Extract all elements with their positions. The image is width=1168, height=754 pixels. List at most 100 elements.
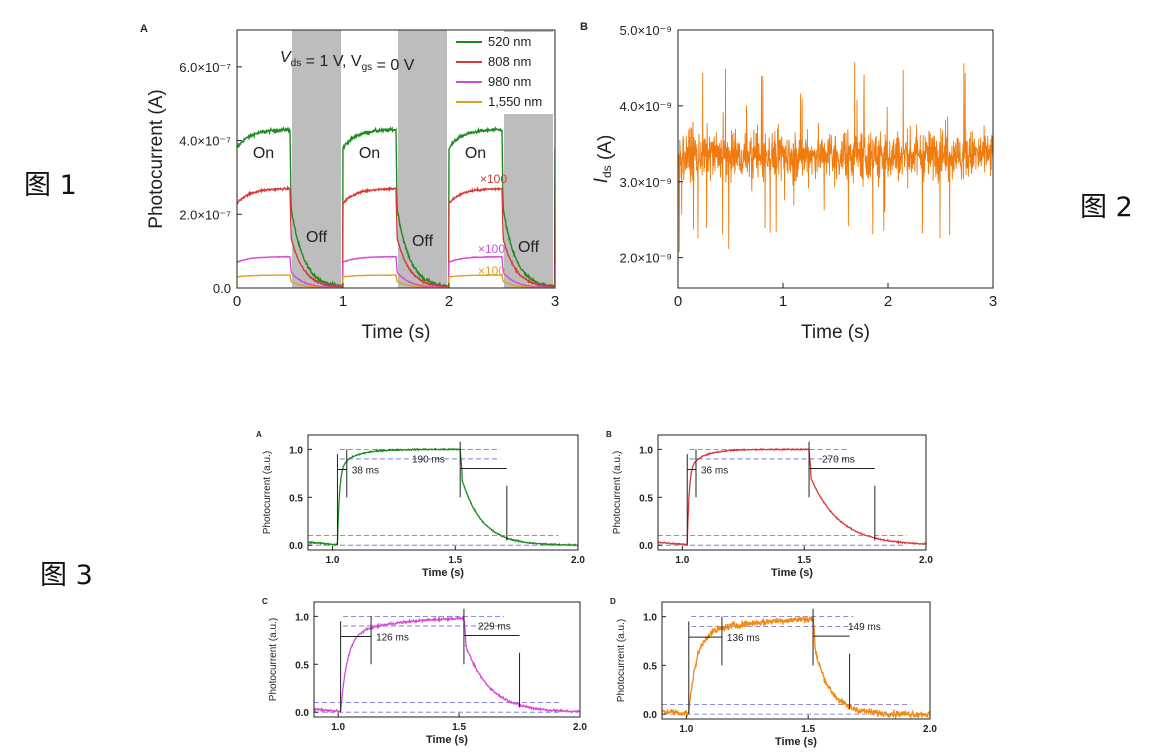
x-tick-label: 1 [339,293,347,310]
y-tick-label: 0.5 [289,493,303,504]
series-line [662,615,930,719]
chart-3b: 36 ms 270 ms 1.0 1.5 2.0 0.0 0.5 1.0 Time (s) Pho… [606,430,933,579]
y-tick-label: 2.0×10⁻⁷ [179,207,231,222]
off-label: Off [306,229,328,246]
y-tick-label: 0.5 [295,660,309,671]
axes-frame [657,434,927,551]
figure-label-3: 图 3 [40,560,93,591]
y-tick-label: 6.0×10⁻⁷ [179,60,231,75]
x-tick-label: 1.5 [797,555,811,566]
y-axis-label: Photocurrent (A) [146,89,167,228]
figure-label-1: 图 1 [24,170,77,201]
axes-frame [236,29,556,289]
legend-entry: 808 nm [488,54,531,69]
x-tick-label: 1.0 [675,555,689,566]
axes-frame [677,29,994,289]
legend-box [452,32,554,114]
panel-label: D [610,597,616,606]
multiplier-label: ×100 [478,264,505,278]
x-tick-label: 2.0 [573,722,587,733]
axes-frame [661,601,931,720]
chart-3d: 136 ms 149 ms 1.0 1.5 2.0 0.0 0.5 1.0 Time (s) Ph… [610,597,937,748]
y-axis-label: Photocurrent (a.u.) [616,619,627,702]
y-tick-label: 4.0×10⁻⁷ [179,134,231,149]
panel-label: C [262,597,268,606]
x-axis-label: Time (s) [775,736,817,748]
y-tick-label: 0.0 [639,541,653,552]
x-tick-label: 1 [779,293,787,310]
x-tick-label: 1.0 [331,722,345,733]
y-tick-label: 5.0×10⁻⁹ [619,23,672,38]
legend-entry: 520 nm [488,34,531,49]
fall-time-label: 229 ms [478,622,511,633]
fall-time-label: 149 ms [848,622,881,633]
y-tick-label: 0.5 [643,661,657,672]
on-label: On [253,145,274,162]
x-tick-label: 2.0 [923,724,937,735]
on-label: On [465,145,486,162]
fall-time-label: 190 ms [412,455,445,466]
x-axis-label: Time (s) [801,322,870,343]
x-tick-label: 1.5 [448,555,462,566]
panel-label: A [256,430,262,439]
series-line [237,125,555,288]
x-tick-label: 3 [989,293,997,310]
legend-entry: 1,550 nm [488,94,542,109]
y-tick-label: 1.0 [643,613,657,624]
y-axis-label: Photocurrent (a.u.) [262,451,273,534]
x-tick-label: 2 [445,293,453,310]
x-axis-label: Time (s) [426,734,468,746]
off-region [398,30,447,288]
x-axis-label: Time (s) [422,567,464,579]
y-tick-label: 4.0×10⁻⁹ [619,99,672,114]
x-tick-label: 1.5 [801,724,815,735]
rise-time-label: 126 ms [376,633,409,644]
x-tick-label: 2.0 [919,555,933,566]
multiplier-label: ×100 [480,172,507,186]
axes-frame [307,434,579,551]
panel-label: A [140,23,148,35]
x-tick-label: 0 [233,293,241,310]
x-tick-label: 2.0 [571,555,585,566]
chart-3a: 38 ms 190 ms 1.0 1.5 2.0 0.0 0.5 1.0 Time (s) Pho… [256,430,585,579]
y-axis-label: Photocurrent (a.u.) [268,618,279,701]
legend-entry: 980 nm [488,74,531,89]
series-group [237,125,555,288]
y-axis-label: Ids (A) [591,135,616,184]
panel-label: B [580,21,588,33]
x-axis-label: Time (s) [362,322,431,343]
chart-1a: 0 1 2 3 0.0 2.0×10⁻⁷ 4.0×10⁻⁷ 6.0×10⁻⁷ Time (s) P… [140,23,559,343]
x-tick-label: 0 [674,293,682,310]
series-line [308,447,578,547]
condition-label: Vds = 1 V, Vgs = 0 V [280,49,415,74]
series-line [237,255,555,288]
y-tick-label: 2.0×10⁻⁹ [619,251,672,266]
multiplier-label: ×100 [478,242,505,256]
x-tick-label: 3 [551,293,559,310]
series-line [237,185,555,288]
rise-time-label: 136 ms [727,633,760,644]
y-tick-label: 0.0 [289,541,303,552]
x-tick-label: 1.0 [326,555,340,566]
off-label: Off [518,239,540,256]
y-tick-label: 0.5 [639,493,653,504]
x-tick-label: 2 [884,293,892,310]
y-tick-label: 1.0 [295,612,309,623]
axes-frame [313,601,581,718]
off-region [292,30,341,288]
y-tick-label: 1.0 [289,445,303,456]
y-tick-label: 3.0×10⁻⁹ [619,175,672,190]
legend: 520 nm 808 nm 980 nm 1,550 nm [452,32,554,114]
fall-time-label: 270 ms [822,455,855,466]
y-tick-label: 0.0 [213,281,231,296]
off-label: Off [412,233,434,250]
panel-label: B [606,430,612,439]
on-label: On [359,145,380,162]
x-axis-label: Time (s) [771,567,813,579]
y-tick-label: 1.0 [639,445,653,456]
y-axis-label: Photocurrent (a.u.) [612,451,623,534]
chart-3c: 126 ms 229 ms 1.0 1.5 2.0 0.0 0.5 1.0 Time (s) Ph… [262,597,587,746]
series-line [237,273,555,288]
series-line [658,447,926,547]
